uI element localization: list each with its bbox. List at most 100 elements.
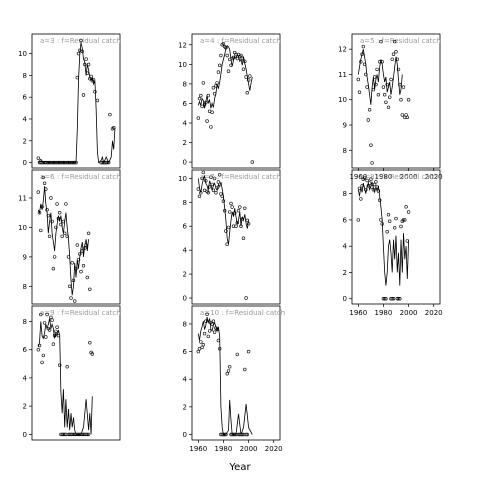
data-point — [47, 234, 52, 239]
data-point — [365, 85, 369, 89]
data-point — [369, 143, 373, 147]
data-point — [215, 81, 219, 85]
data-point — [394, 216, 398, 221]
data-point — [238, 432, 242, 437]
data-point — [57, 363, 62, 367]
data-point — [60, 160, 64, 165]
data-point — [50, 318, 54, 322]
data-point — [84, 432, 88, 437]
data-point — [42, 181, 47, 186]
data-point — [235, 352, 240, 357]
y-tick-label: 2 — [183, 403, 187, 411]
data-point — [243, 206, 247, 211]
x-tick-label: 2000 — [240, 445, 258, 453]
x-axis-label: Year — [228, 462, 251, 473]
data-point — [78, 432, 82, 437]
x-tick-label: 1980 — [375, 309, 393, 317]
data-point — [230, 432, 234, 437]
panel-7: a=5 : f=Residual catch 8 9 10 11 12 1960 1980 20… — [338, 33, 443, 181]
data-point — [395, 57, 399, 61]
data-point — [356, 218, 360, 222]
data-point — [81, 264, 86, 268]
data-point — [45, 312, 49, 317]
data-point — [250, 160, 255, 164]
data-point — [375, 185, 379, 189]
data-point — [386, 213, 391, 217]
data-point — [66, 432, 71, 437]
data-point — [79, 269, 83, 274]
data-point — [372, 75, 377, 79]
data-point — [229, 201, 233, 206]
data-point — [101, 160, 106, 165]
data-point — [226, 225, 231, 230]
data-point — [229, 432, 233, 437]
data-point — [219, 53, 223, 58]
data-point — [197, 347, 202, 351]
y-tick-label: 11 — [338, 71, 347, 79]
data-point — [200, 345, 204, 350]
data-point — [379, 218, 383, 222]
y-tick-label: 10 — [178, 175, 187, 183]
panel-frame — [191, 33, 281, 169]
data-point — [84, 243, 88, 247]
data-point — [84, 57, 88, 61]
data-point — [221, 42, 226, 46]
data-point — [245, 432, 250, 437]
y-tick-label: 8 — [183, 80, 187, 88]
data-point — [44, 335, 48, 339]
y-tick-label: 6 — [183, 348, 188, 356]
panel-5: a=7 : f=Residual catch 0 2 4 6 8 10 — [178, 169, 281, 305]
data-point — [72, 299, 77, 303]
data-point — [374, 180, 378, 184]
data-point — [88, 341, 92, 345]
data-point — [70, 261, 74, 265]
data-point — [201, 343, 206, 347]
panel-title: a=7 : f=Residual catch — [200, 173, 281, 181]
data-point — [86, 432, 91, 437]
data-point — [206, 93, 211, 98]
data-point — [380, 60, 384, 64]
data-point — [246, 349, 251, 354]
data-point — [65, 234, 69, 239]
data-point — [199, 191, 203, 195]
data-point — [46, 213, 50, 218]
data-point — [36, 348, 40, 352]
data-point — [209, 125, 213, 129]
data-point — [226, 369, 231, 373]
data-point — [70, 432, 74, 437]
data-point — [384, 297, 388, 301]
data-point — [83, 246, 87, 250]
data-point — [52, 255, 57, 259]
y-tick-label: 4 — [23, 115, 28, 123]
panel-title: a=9 : f=Residual catch — [40, 309, 121, 317]
y-tick-label: 2 — [23, 403, 27, 411]
data-point — [367, 108, 372, 112]
data-point — [385, 82, 389, 87]
y-tick-label: 2 — [23, 137, 27, 145]
y-tick-label: 0 — [23, 159, 27, 167]
data-point — [216, 70, 221, 74]
data-point — [240, 217, 245, 221]
data-point — [221, 199, 226, 203]
data-point — [396, 297, 401, 301]
y-tick-label: 9 — [343, 122, 347, 130]
x-tick-label: 2020 — [425, 309, 443, 317]
data-point — [60, 432, 64, 437]
data-point — [197, 194, 202, 199]
y-tick-label: 4 — [343, 243, 348, 251]
data-point — [226, 69, 231, 73]
y-tick-label: 8 — [23, 72, 27, 80]
panel-2: a=6 : f=Residual catch 8 9 10 11 — [18, 169, 121, 305]
data-point — [369, 177, 373, 181]
x-tick-label: 1980 — [215, 445, 233, 453]
data-point — [210, 110, 214, 114]
data-point — [371, 87, 376, 92]
panel-title: a=6 : f=Residual catch — [40, 173, 121, 181]
panel-3: a=9 : f=Residual catch 0 2 4 6 8 — [23, 305, 121, 441]
data-point — [234, 432, 238, 437]
data-point — [206, 334, 211, 339]
data-point — [205, 312, 209, 316]
data-point — [85, 432, 90, 437]
data-point — [55, 202, 59, 206]
